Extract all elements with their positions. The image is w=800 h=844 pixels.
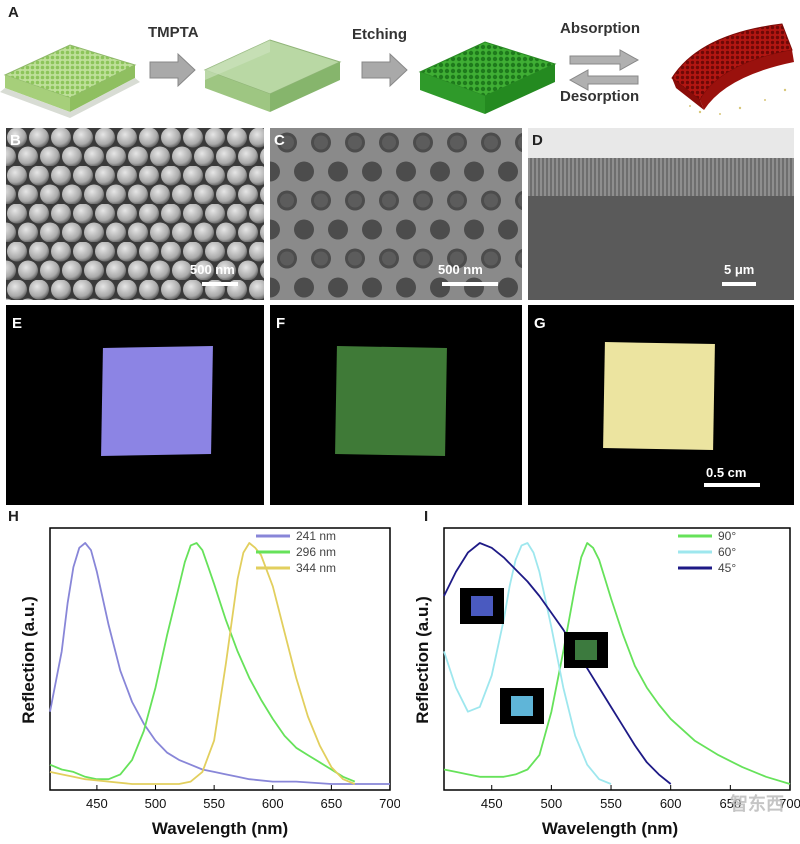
step-tmpta-label: TMPTA bbox=[148, 24, 199, 41]
chartI-series-line-0 bbox=[443, 542, 791, 785]
film-sample-blue bbox=[101, 346, 213, 456]
film-sample-yellow bbox=[603, 342, 715, 450]
panel-label-i: I bbox=[424, 508, 429, 525]
chartH-legend-label-1: 296 nm bbox=[296, 545, 336, 559]
arrow-right-icon bbox=[149, 52, 196, 88]
infiltrated-block bbox=[203, 39, 342, 112]
chart-i-inset-sample-0 bbox=[471, 596, 493, 616]
chart-i-inset-sample-2 bbox=[575, 640, 597, 660]
cross-section-film bbox=[528, 158, 794, 196]
scale-bar-d bbox=[722, 282, 756, 286]
scale-bar-g bbox=[704, 483, 760, 487]
arrow-right-icon bbox=[361, 52, 408, 88]
sem-image-b: B 500 nm bbox=[6, 128, 264, 300]
step-desorption-label: Desorption bbox=[560, 88, 640, 105]
chart-i-ylabel: Reflection (a.u.) bbox=[413, 596, 432, 724]
chart-i-plot-area bbox=[443, 527, 791, 791]
panel-label-g: G bbox=[534, 315, 546, 332]
inverse-opal-block bbox=[418, 41, 557, 114]
panel-label-e: E bbox=[12, 315, 23, 332]
panel-label-a: A bbox=[8, 4, 19, 21]
chart-i: 450 500 550 600 650 700 90° 60° 45° Wavelength … bbox=[413, 527, 800, 838]
sem-image-d: D 5 μm bbox=[528, 128, 794, 300]
step-absorption-label: Absorption bbox=[560, 20, 640, 37]
chart-i-legend: 90° 60° 45° bbox=[678, 529, 736, 575]
chart-h: 450 500 550 600 650 700 241 nm 296 nm 344 nm Wa… bbox=[19, 527, 400, 838]
chart-i-ticks-group: 450 500 550 600 650 700 bbox=[481, 785, 800, 811]
step-etching-label: Etching bbox=[352, 26, 407, 43]
watermark: 智东西 bbox=[730, 793, 784, 814]
chartH-xtick-label-2: 550 bbox=[203, 796, 225, 811]
opal-block bbox=[0, 44, 140, 118]
chart-i-series-group bbox=[443, 542, 791, 785]
chartH-series-line-2 bbox=[49, 542, 356, 785]
chart-h-ylabel: Reflection (a.u.) bbox=[19, 596, 38, 724]
chartH-legend-label-0: 241 nm bbox=[296, 529, 336, 543]
chart-i-insets bbox=[460, 588, 608, 724]
chartI-xtick-label-3: 600 bbox=[660, 796, 682, 811]
panel-label-c: C bbox=[274, 132, 285, 149]
chartI-series-line-2 bbox=[443, 542, 672, 785]
panel-label-b: B bbox=[10, 132, 21, 149]
cross-section-top bbox=[528, 128, 794, 158]
chartH-xtick-label-4: 650 bbox=[321, 796, 343, 811]
chartH-xtick-label-5: 700 bbox=[379, 796, 400, 811]
scale-bar-b bbox=[202, 282, 238, 286]
chartH-xtick-label-0: 450 bbox=[86, 796, 108, 811]
scale-bar-label-g: 0.5 cm bbox=[706, 465, 747, 480]
chart-h-legend: 241 nm 296 nm 344 nm bbox=[256, 529, 336, 575]
film-sample-green bbox=[335, 346, 447, 456]
panel-label-f: F bbox=[276, 315, 286, 332]
chartI-xtick-label-2: 550 bbox=[600, 796, 622, 811]
panel-label-d: D bbox=[532, 132, 543, 149]
photo-f: F bbox=[270, 305, 522, 505]
swollen-block bbox=[671, 23, 794, 115]
chartH-legend-label-2: 344 nm bbox=[296, 561, 336, 575]
process-schematic bbox=[0, 23, 794, 118]
sem-image-c: C 500 nm bbox=[270, 128, 522, 300]
chartH-series-line-1 bbox=[49, 542, 356, 783]
chartI-xtick-label-4: 650 bbox=[719, 796, 741, 811]
chart-h-xlabel: Wavelength (nm) bbox=[152, 819, 288, 838]
chartI-legend-label-2: 45° bbox=[718, 561, 736, 575]
chartH-series-line-0 bbox=[49, 542, 390, 785]
arrow-right-icon bbox=[569, 49, 640, 71]
arrow-left-icon bbox=[568, 69, 639, 91]
sem-spheres bbox=[6, 128, 264, 300]
chart-h-plot-area bbox=[49, 527, 391, 791]
photo-e: E bbox=[6, 305, 264, 505]
chart-h-ticks-group: 450 500 550 600 650 700 bbox=[86, 785, 400, 811]
chartI-series-line-1 bbox=[443, 542, 612, 785]
chart-h-series-group bbox=[49, 542, 390, 785]
chart-i-xlabel: Wavelength (nm) bbox=[542, 819, 678, 838]
scale-bar-label-c: 500 nm bbox=[438, 262, 483, 277]
chartI-xtick-label-5: 700 bbox=[779, 796, 800, 811]
scale-bar-label-b: 500 nm bbox=[190, 262, 235, 277]
sem-pores bbox=[270, 128, 522, 300]
chartI-xtick-label-1: 500 bbox=[541, 796, 563, 811]
chartH-xtick-label-1: 500 bbox=[145, 796, 167, 811]
chartI-legend-label-1: 60° bbox=[718, 545, 736, 559]
chartH-xtick-label-3: 600 bbox=[262, 796, 284, 811]
scale-bar-label-d: 5 μm bbox=[724, 262, 755, 277]
panel-label-h: H bbox=[8, 508, 19, 525]
chartI-xtick-label-0: 450 bbox=[481, 796, 503, 811]
chart-i-inset-sample-1 bbox=[511, 696, 533, 716]
chartI-legend-label-0: 90° bbox=[718, 529, 736, 543]
photo-g: G 0.5 cm bbox=[528, 305, 794, 505]
scale-bar-c bbox=[442, 282, 498, 286]
